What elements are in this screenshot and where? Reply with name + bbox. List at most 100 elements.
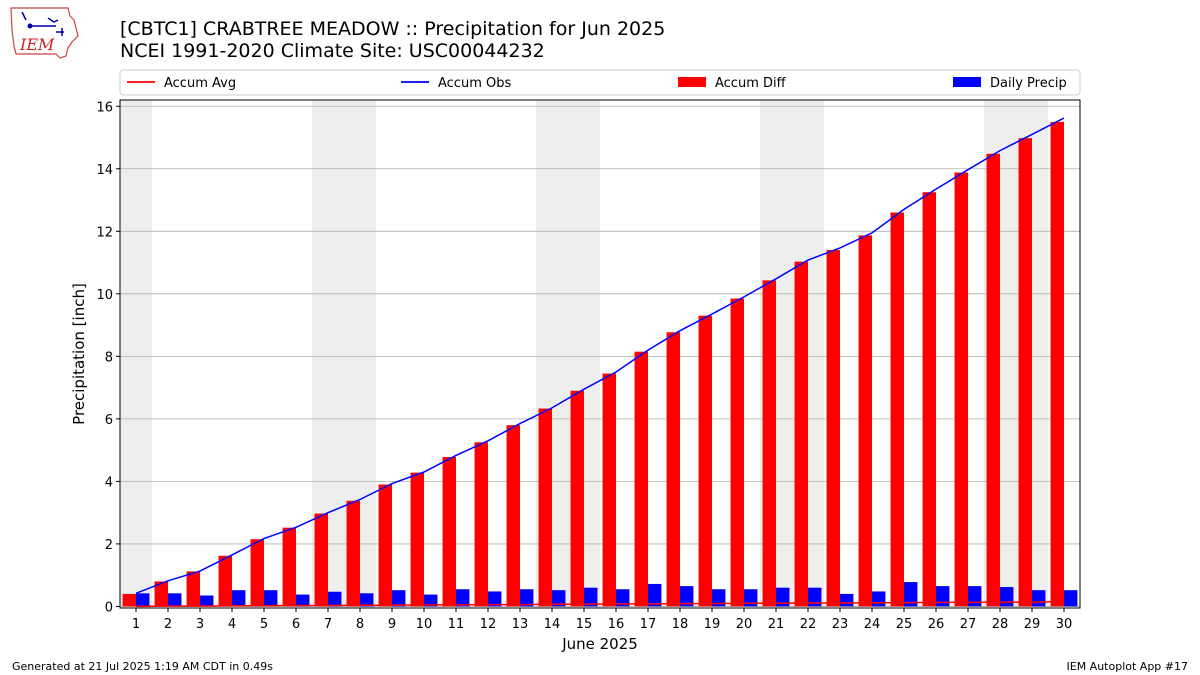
accum-diff-bar-24 [858,235,872,607]
x-tick-label-22: 22 [800,617,817,632]
x-tick-label-19: 19 [704,617,721,632]
daily-precip-bar-15 [584,587,598,607]
accum-diff-bar-1 [122,593,136,607]
daily-precip-bar-18 [680,586,694,607]
x-tick-label-25: 25 [896,617,913,632]
accum-diff-bar-29 [1018,138,1032,607]
daily-precip-bar-8 [360,593,374,607]
x-tick-label-5: 5 [260,617,268,632]
daily-precip-bar-6 [296,594,310,607]
accum-diff-bar-19 [698,315,712,607]
daily-precip-bar-25 [904,582,918,607]
x-tick-label-23: 23 [832,617,849,632]
accum-diff-bar-11 [442,457,456,607]
daily-precip-bar-24 [872,591,886,607]
legend-label-accum-avg: Accum Avg [164,76,236,91]
x-tick-label-7: 7 [324,617,332,632]
daily-precip-bar-14 [552,590,566,607]
logo-text: IEM [19,35,55,54]
daily-precip-bar-3 [200,595,214,607]
y-tick-label-12: 12 [96,225,113,240]
accum-diff-bar-8 [346,500,360,607]
x-tick-label-4: 4 [228,617,236,632]
x-tick-label-24: 24 [864,617,881,632]
legend-label-accum-diff: Accum Diff [715,76,787,91]
x-tick-label-16: 16 [608,617,625,632]
accum-diff-bar-5 [250,539,264,607]
daily-precip-bar-12 [488,591,502,607]
daily-precip-bar-11 [456,589,470,607]
accum-diff-bar-7 [314,513,328,607]
x-tick-label-11: 11 [448,617,465,632]
iem-logo: IEM [10,7,79,59]
accum-diff-bar-6 [282,527,296,607]
daily-precip-bar-20 [744,589,758,607]
accum-diff-bar-4 [218,555,232,607]
daily-precip-bar-2 [168,593,182,607]
accum-diff-bar-20 [730,298,744,607]
accum-diff-bar-21 [762,280,776,607]
y-axis-label: Precipitation [inch] [70,283,88,425]
x-tick-label-15: 15 [576,617,593,632]
accum-diff-bar-23 [826,250,840,607]
y-tick-label-6: 6 [105,413,113,428]
accum-diff-bar-27 [954,172,968,607]
x-tick-label-14: 14 [544,617,561,632]
app-label: IEM Autoplot App #17 [1066,660,1189,673]
weekend-shade-1 [120,100,152,608]
y-tick-label-8: 8 [105,350,113,365]
y-tick-label-2: 2 [105,538,113,553]
accum-avg-line [135,600,1065,608]
state-outline-shape [10,7,79,59]
daily-precip-bar-27 [968,586,982,607]
daily-precip-bar-17 [648,583,662,607]
daily-precip-bar-30 [1064,590,1078,607]
accum-diff-bar-14 [538,408,552,607]
x-tick-label-29: 29 [1024,617,1041,632]
x-tick-label-20: 20 [736,617,753,632]
accum-diff-bar-16 [602,373,616,607]
legend-label-daily-precip: Daily Precip [990,76,1067,91]
accum-diff-bar-17 [634,351,648,607]
daily-precip-bar-10 [424,594,438,607]
accum-diff-bar-25 [890,212,904,607]
accum-diff-bar-30 [1050,121,1064,607]
daily-precip-bar-28 [1000,587,1014,607]
daily-precip-bar-23 [840,593,854,607]
x-axis-label: June 2025 [561,635,638,653]
legend-label-accum-obs: Accum Obs [438,76,511,91]
x-tick-label-17: 17 [640,617,657,632]
y-tick-label-10: 10 [96,288,113,303]
accum-diff-bar-22 [794,261,808,607]
daily-precip-bar-26 [936,586,950,607]
x-tick-label-13: 13 [512,617,529,632]
accum-diff-bar-18 [666,332,680,607]
x-tick-label-28: 28 [992,617,1009,632]
x-tick-label-3: 3 [196,617,204,632]
x-tick-label-18: 18 [672,617,689,632]
weather-station-icon [21,11,64,36]
accum-diff-bar-3 [186,571,200,607]
x-tick-label-27: 27 [960,617,977,632]
x-tick-label-30: 30 [1056,617,1073,632]
daily-precip-bar-9 [392,590,406,607]
accum-diff-bar-2 [154,581,168,607]
accum-diff-bar-15 [570,390,584,607]
y-tick-label-16: 16 [96,100,113,115]
daily-precip-bar-22 [808,587,822,607]
daily-precip-bar-1 [136,593,150,607]
x-tick-label-1: 1 [132,617,140,632]
accum-diff-bar-28 [986,153,1000,607]
accum-obs-line [135,117,1065,594]
accum-diff-bar-10 [410,472,424,607]
legend-swatch-daily-precip [953,77,981,87]
legend-box [119,69,1081,96]
x-tick-label-8: 8 [356,617,364,632]
accum-diff-bar-26 [922,192,936,607]
chart-title: [CBTC1] CRABTREE MEADOW :: Precipitation… [120,18,666,40]
accum-diff-bar-9 [378,484,392,607]
x-tick-label-6: 6 [292,617,300,632]
x-tick-label-2: 2 [164,617,172,632]
generated-timestamp: Generated at 21 Jul 2025 1:19 AM CDT in … [12,660,273,673]
